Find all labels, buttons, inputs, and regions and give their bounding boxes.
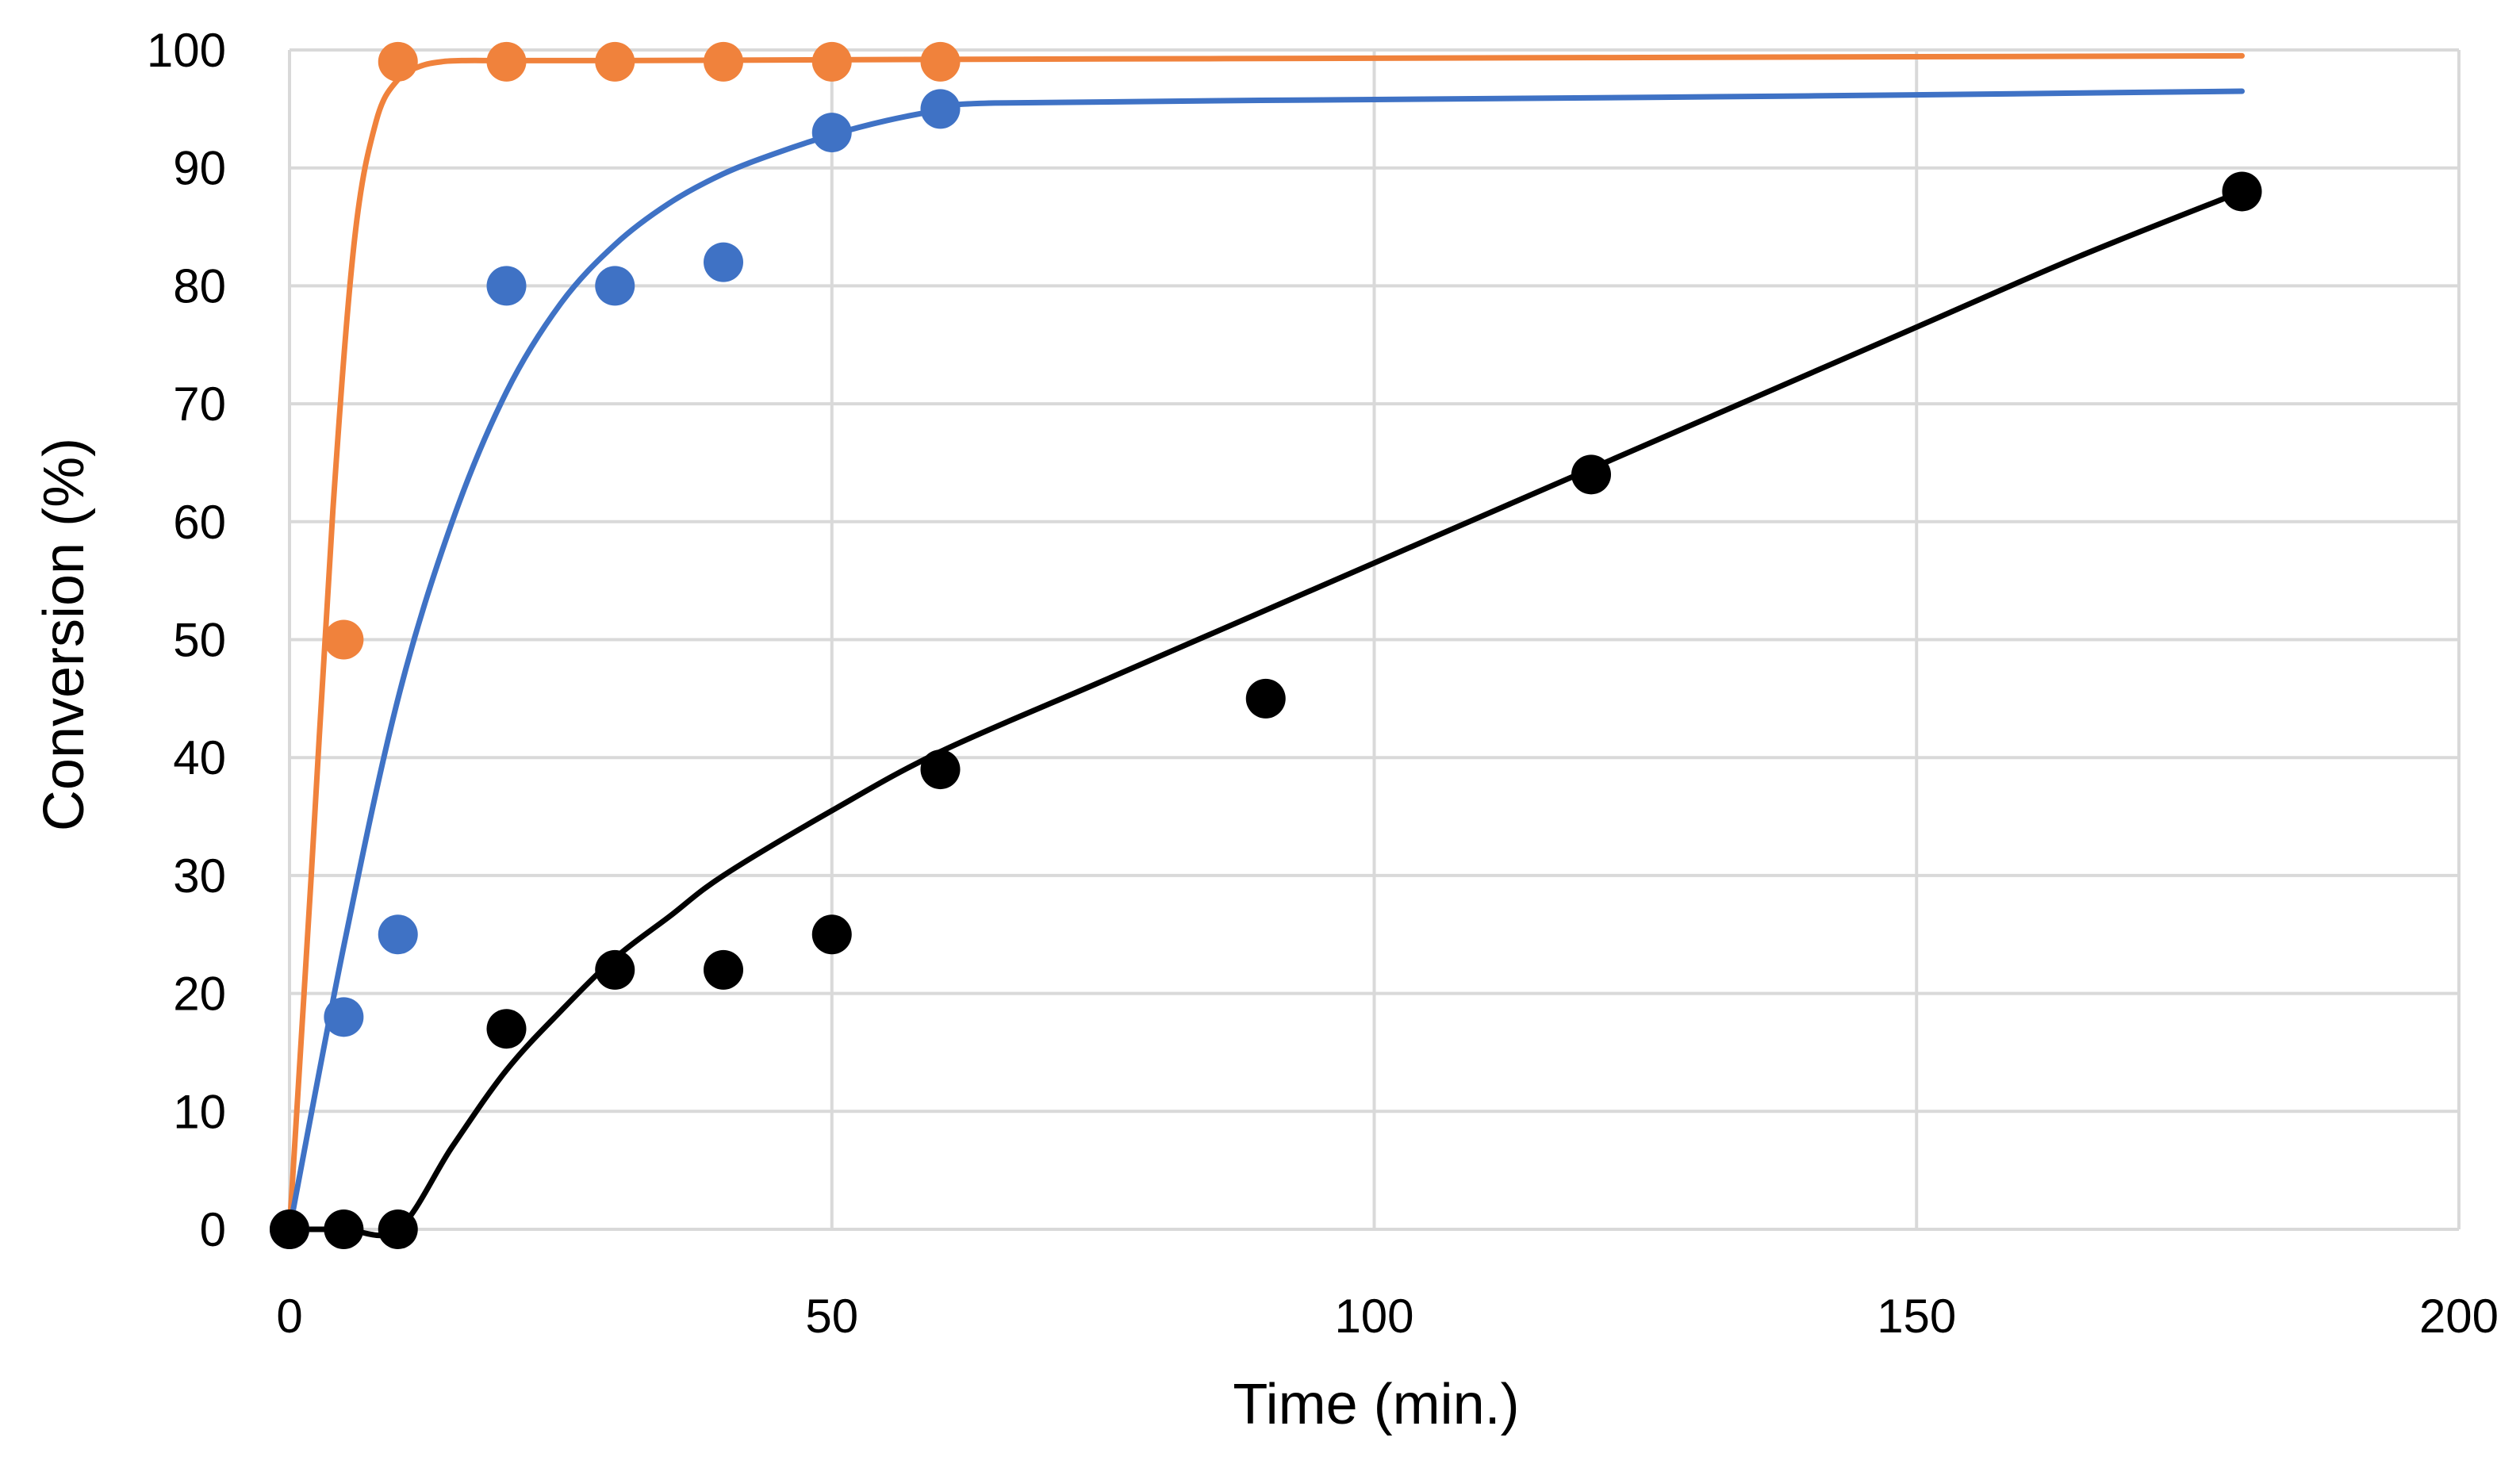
x-tick-label-0: 0: [276, 1290, 302, 1343]
gridlines: [288, 48, 2461, 1231]
data-point-orange-7: [920, 41, 961, 82]
data-point-black-2: [378, 1209, 418, 1249]
data-point-black-9: [1571, 454, 1611, 495]
y-tick-label-60: 60: [173, 496, 226, 549]
data-point-blue-6: [811, 113, 852, 153]
data-point-orange-1: [324, 619, 364, 660]
y-tick-label-80: 80: [173, 259, 226, 312]
data-point-blue-4: [595, 266, 635, 306]
data-point-black-3: [486, 1009, 527, 1049]
data-point-blue-1: [324, 997, 364, 1037]
data-point-black-8: [1245, 678, 1286, 719]
x-axis-title: Time (min.): [1233, 1373, 1519, 1436]
y-tick-label-100: 100: [147, 24, 226, 77]
data-point-blue-2: [378, 914, 418, 955]
y-tick-label-30: 30: [173, 849, 226, 903]
x-tick-label-150: 150: [1877, 1290, 1956, 1343]
fit-line-blue: [286, 88, 2245, 1232]
data-point-blue-3: [486, 266, 527, 306]
x-tick-label-50: 50: [805, 1290, 858, 1343]
data-point-orange-3: [486, 41, 527, 82]
data-point-orange-6: [811, 41, 852, 82]
x-tick-label-200: 200: [2419, 1290, 2499, 1343]
fit-lines: [286, 52, 2245, 1239]
y-tick-label-0: 0: [200, 1203, 226, 1256]
x-tick-label-100: 100: [1334, 1290, 1413, 1343]
y-tick-label-50: 50: [173, 614, 226, 667]
data-point-black-6: [811, 914, 852, 955]
y-tick-label-90: 90: [173, 142, 226, 195]
data-point-black-5: [704, 949, 743, 990]
tick-labels: 0 10 20 30 40 50 60 70 80 90 100 0 50 100 150 200: [147, 24, 2499, 1343]
data-point-orange-4: [595, 41, 635, 82]
y-tick-label-20: 20: [173, 968, 226, 1021]
data-point-blue-5: [704, 242, 743, 282]
y-tick-label-10: 10: [173, 1085, 226, 1138]
data-point-orange-2: [378, 41, 418, 82]
data-point-black-0: [270, 1209, 309, 1249]
y-tick-label-70: 70: [173, 378, 226, 431]
data-point-black-1: [324, 1209, 364, 1249]
data-points: [270, 41, 2262, 1249]
data-point-blue-7: [920, 89, 961, 129]
data-point-black-4: [595, 949, 635, 990]
fit-line-black: [286, 188, 2245, 1239]
data-point-black-10: [2222, 171, 2262, 212]
y-tick-label-40: 40: [173, 731, 226, 784]
fit-line-orange: [286, 52, 2245, 1232]
data-point-orange-5: [704, 41, 743, 82]
data-point-black-7: [920, 749, 961, 790]
y-axis-title: Conversion (%): [33, 438, 96, 831]
